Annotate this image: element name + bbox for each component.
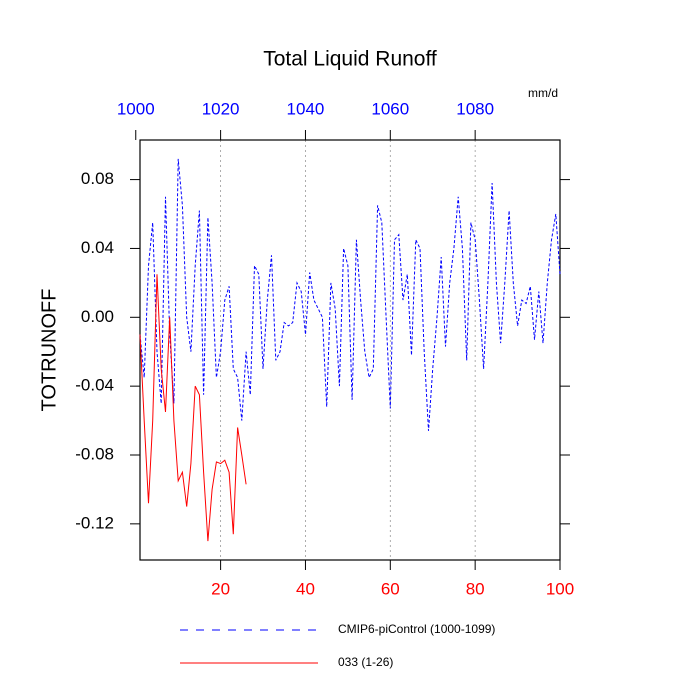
x2-tick-label: 1020 [202, 99, 240, 118]
series-line [139, 274, 247, 542]
x-tick-label: 40 [296, 579, 315, 598]
x2-tick-label: 1000 [117, 99, 155, 118]
legend-label: CMIP6-piControl (1000-1099) [338, 622, 495, 636]
plot-frame [139, 139, 561, 561]
y-tick-label: 0.00 [81, 307, 114, 326]
series-line [139, 158, 561, 431]
units: mm/d [528, 86, 558, 100]
y-tick-label: -0.12 [75, 513, 114, 532]
y-tick-label: 0.04 [81, 238, 114, 257]
y-tick-label: -0.08 [75, 444, 114, 463]
y-tick-label: 0.08 [81, 169, 114, 188]
x-tick-label: 100 [546, 579, 574, 598]
y-axis-label: TOTRUNOFF [38, 289, 60, 412]
legend-label: 033 (1-26) [338, 655, 393, 669]
x2-tick-label: 1080 [456, 99, 494, 118]
x-tick-label: 80 [466, 579, 485, 598]
x2-tick-label: 1060 [371, 99, 409, 118]
x-tick-label: 60 [381, 579, 400, 598]
chart-title: Total Liquid Runoff [263, 48, 437, 71]
y-tick-label: -0.04 [75, 376, 114, 395]
x2-tick-label: 1040 [287, 99, 325, 118]
x-tick-label: 20 [211, 579, 230, 598]
